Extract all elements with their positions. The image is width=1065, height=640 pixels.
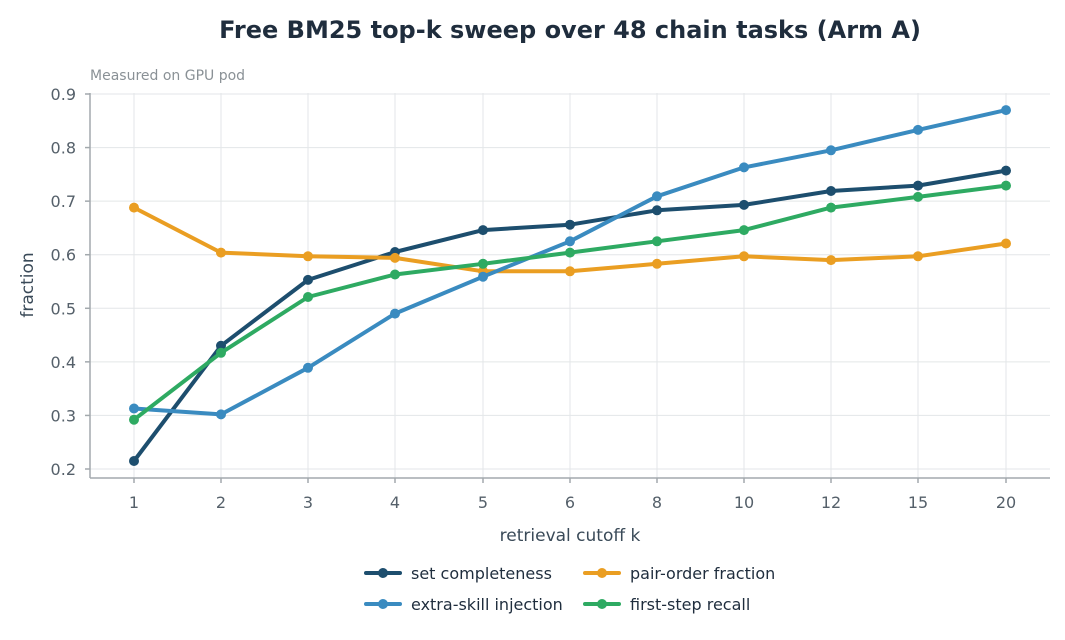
data-point — [565, 247, 575, 258]
data-point — [1001, 105, 1011, 116]
x-tick-label: 2 — [216, 493, 226, 512]
y-tick-label: 0.7 — [51, 192, 76, 211]
series-set-completeness — [129, 165, 1011, 466]
chart-title: Free BM25 top-k sweep over 48 chain task… — [219, 16, 921, 44]
legend-swatch-marker — [378, 568, 388, 578]
x-tick-label: 12 — [821, 493, 841, 512]
data-point — [739, 225, 749, 236]
data-point — [913, 180, 923, 191]
data-point — [216, 340, 226, 351]
y-tick-label: 0.8 — [51, 139, 76, 158]
data-point — [478, 258, 488, 269]
data-point — [826, 186, 836, 196]
y-tick-label: 0.6 — [51, 246, 76, 265]
legend-label: set completeness — [411, 564, 552, 583]
y-tick-label: 0.3 — [51, 406, 76, 425]
data-point — [303, 251, 313, 262]
data-point — [565, 236, 575, 247]
x-tick-label: 10 — [734, 493, 754, 512]
data-point — [565, 266, 575, 277]
data-point — [303, 292, 313, 302]
data-point — [1001, 165, 1011, 176]
data-point — [652, 205, 662, 216]
data-point — [913, 251, 923, 262]
data-point — [216, 347, 226, 358]
data-point — [652, 236, 662, 247]
data-point — [739, 199, 749, 210]
data-point — [129, 403, 139, 414]
y-tick-label: 0.4 — [51, 353, 76, 372]
legend-item: pair-order fraction — [583, 564, 775, 583]
legend-label: pair-order fraction — [630, 564, 775, 583]
gridlines — [90, 93, 1050, 478]
data-point — [129, 414, 139, 425]
data-point — [739, 251, 749, 262]
legend-swatch-marker — [597, 568, 607, 578]
legend-swatch-marker — [378, 599, 388, 609]
y-tick-label: 0.9 — [51, 85, 76, 104]
data-point — [565, 219, 575, 230]
data-point — [826, 145, 836, 156]
data-point — [1001, 238, 1011, 249]
data-point — [390, 308, 400, 319]
data-point — [129, 202, 139, 213]
x-tick-label: 3 — [303, 493, 313, 512]
series-first-step-recall — [129, 180, 1011, 425]
data-point — [913, 191, 923, 202]
x-tick-label: 4 — [390, 493, 400, 512]
legend-label: first-step recall — [630, 595, 750, 614]
x-tick-label: 20 — [996, 493, 1016, 512]
x-tick-label: 15 — [908, 493, 928, 512]
data-point — [303, 362, 313, 373]
data-point — [390, 269, 400, 280]
legend-item: extra-skill injection — [364, 595, 563, 614]
series-extra-skill-injection — [129, 105, 1011, 420]
x-tick-label: 6 — [565, 493, 575, 512]
data-point — [913, 124, 923, 135]
data-point — [652, 258, 662, 269]
chart-subtitle: Measured on GPU pod — [90, 68, 245, 84]
legend-item: set completeness — [364, 564, 552, 583]
data-point — [739, 162, 749, 173]
x-tick-label: 1 — [129, 493, 139, 512]
data-point — [826, 255, 836, 266]
data-point — [129, 456, 139, 466]
data-point — [1001, 180, 1011, 191]
y-axis-label: fraction — [18, 252, 38, 317]
legend: set completeness pair-order fraction extra… — [364, 564, 775, 614]
data-point — [478, 271, 488, 282]
y-tick-label: 0.2 — [51, 460, 76, 479]
data-point — [826, 202, 836, 213]
legend-label: extra-skill injection — [411, 595, 563, 614]
axes: 1 2 3 4 5 6 8 10 12 15 200.20.30.40.50.60.70.80.9 — [51, 85, 1050, 512]
data-point — [390, 252, 400, 263]
x-axis-label: retrieval cutoff k — [500, 526, 641, 546]
data-point — [216, 247, 226, 258]
series-lines — [129, 105, 1011, 466]
data-point — [216, 409, 226, 420]
data-point — [652, 191, 662, 202]
y-tick-label: 0.5 — [51, 299, 76, 318]
data-point — [303, 274, 313, 285]
legend-swatch-marker — [597, 599, 607, 609]
legend-item: first-step recall — [583, 595, 750, 614]
x-tick-label: 8 — [652, 493, 662, 512]
x-tick-label: 5 — [478, 493, 488, 512]
data-point — [478, 225, 488, 236]
